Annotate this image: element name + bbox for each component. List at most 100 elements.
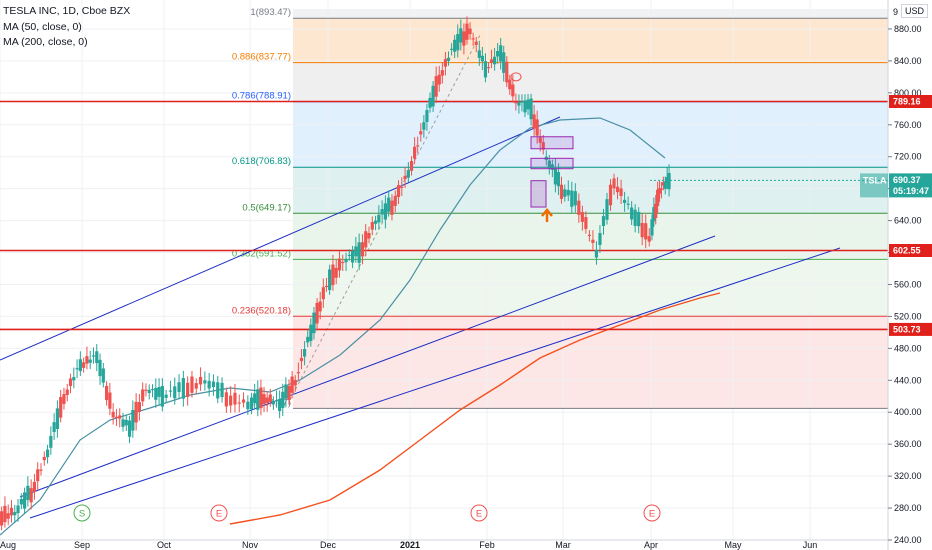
candle-body [630, 207, 634, 220]
candle-body [259, 387, 263, 409]
candle-body [406, 170, 410, 178]
candle-body [134, 401, 138, 423]
candle-body [303, 348, 307, 357]
currency-label[interactable]: USD [900, 4, 928, 18]
candle-body [615, 186, 620, 193]
candle-body [281, 391, 285, 409]
candle-body [111, 411, 115, 418]
candle-body [160, 386, 164, 407]
candle-body [626, 203, 630, 205]
candle-body [118, 415, 122, 419]
candle-body [177, 382, 181, 393]
horizontal-level-tag-text: 789.16 [893, 96, 921, 106]
event-label: E [649, 509, 655, 520]
event-marker[interactable]: E [643, 504, 661, 522]
candle-body [88, 359, 92, 363]
candle-body [29, 488, 33, 503]
price-axis [888, 0, 932, 550]
candle-body [23, 492, 27, 509]
candle-body [493, 56, 497, 65]
candle-body [434, 76, 438, 97]
candle-body [619, 188, 623, 197]
candle-body [383, 203, 387, 220]
fib-label: 0.786(788.91) [232, 91, 291, 102]
candle-body [633, 209, 637, 226]
candle-body [667, 173, 671, 190]
candle-body [526, 99, 530, 110]
candle-body [511, 84, 515, 97]
legend-ma200[interactable]: MA (200, close, 0) [3, 36, 88, 48]
candle-body [640, 223, 644, 238]
candle-body [124, 419, 128, 426]
candle-body [608, 184, 613, 206]
fib-label: 1(893.47) [250, 7, 291, 18]
candle-body [274, 400, 279, 402]
candle-body [271, 401, 275, 405]
event-circle [643, 504, 661, 522]
x-tick-label: 2021 [400, 540, 420, 550]
candle-body [505, 61, 509, 83]
candle-body [154, 387, 158, 400]
event-marker[interactable]: S [73, 504, 91, 522]
y-tick-label: 560.00 [894, 279, 922, 289]
annotation-box [530, 157, 574, 170]
candle-body [605, 199, 609, 220]
candle-body [637, 211, 641, 227]
candle-body [502, 52, 506, 73]
candle-body [287, 385, 291, 401]
candle-body [108, 392, 112, 409]
candle-body [52, 422, 56, 432]
candle-body [299, 357, 304, 362]
candle-body [419, 131, 423, 135]
candle-body [459, 28, 463, 43]
candle-body [131, 410, 135, 431]
y-tick-label: 400.00 [894, 407, 922, 417]
candle-body [380, 209, 384, 215]
candle-body [396, 185, 401, 197]
candle-body [387, 197, 391, 212]
candle-body [98, 359, 102, 377]
horizontal-level-tag-text: 503.73 [893, 324, 921, 334]
candle-body [224, 392, 228, 407]
candle-body [229, 395, 233, 406]
channel-upper [0, 116, 561, 361]
candle-body [237, 402, 241, 404]
candle-body [409, 160, 414, 171]
candle-body [443, 59, 448, 67]
candle-body [351, 250, 355, 263]
candle-body [413, 146, 417, 159]
trend-line [29, 247, 841, 519]
candle-body [137, 402, 141, 412]
event-marker[interactable]: E [210, 504, 228, 522]
candle-body [550, 164, 554, 170]
candle-body [72, 377, 76, 381]
event-marker[interactable]: E [470, 504, 488, 522]
candle-body [207, 380, 211, 389]
candle-body [190, 376, 194, 393]
candle-body [370, 222, 374, 230]
candle-body [390, 200, 394, 215]
candle-body [623, 199, 627, 204]
candle-body [508, 79, 512, 90]
candle-body [499, 45, 503, 62]
candle-body [220, 382, 224, 398]
candle-body [101, 368, 105, 383]
candle-body [16, 505, 20, 514]
x-tick-label: Mar [555, 540, 571, 550]
y-tick-label: 320.00 [894, 471, 922, 481]
y-tick-label: 760.00 [894, 120, 922, 130]
legend-ma50[interactable]: MA (50, close, 0) [3, 20, 82, 33]
y-tick-label: 440.00 [894, 375, 922, 385]
last-price-symbol-tag [860, 173, 888, 198]
candle-body [553, 168, 557, 185]
candle-body [471, 38, 475, 40]
candle-body [547, 160, 551, 169]
legend-symbol[interactable]: TESLA INC, 1D, Cboe BZX [3, 5, 131, 17]
candle-body [347, 254, 351, 256]
candle-body [535, 119, 539, 136]
candle-body [265, 397, 269, 403]
candle-body [354, 246, 358, 257]
candle-body [49, 435, 53, 448]
candle-body [59, 397, 63, 418]
